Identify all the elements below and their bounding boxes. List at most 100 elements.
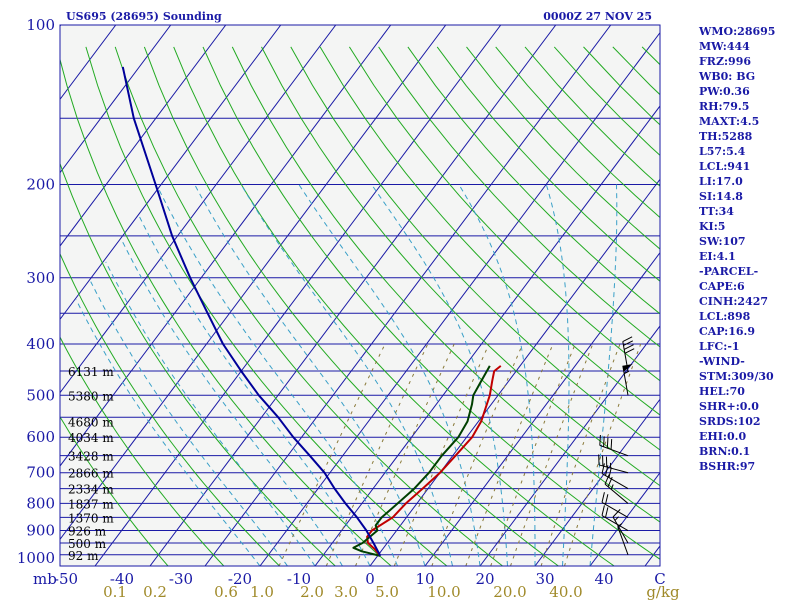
isotherm-40 bbox=[589, 471, 660, 566]
temperature-tick-label: 10 bbox=[415, 570, 434, 588]
wind-barb bbox=[601, 463, 629, 490]
index-value: LCL:941 bbox=[699, 160, 750, 173]
isotherm--70 bbox=[60, 25, 392, 467]
mixing-ratio-label: 0.2 bbox=[143, 583, 167, 600]
isotherm--50 bbox=[94, 25, 502, 566]
pressure-tick-label: 300 bbox=[26, 269, 55, 287]
wind-barbs bbox=[598, 336, 635, 555]
moist-adiabat bbox=[545, 184, 570, 566]
index-value: CINH:2427 bbox=[699, 295, 768, 308]
isotherm-20 bbox=[479, 325, 660, 566]
pressure-tick-label: 900 bbox=[26, 522, 55, 540]
moist-adiabat bbox=[121, 240, 343, 566]
dewpoint-line bbox=[352, 365, 491, 557]
index-value: WB0: BG bbox=[698, 70, 755, 83]
dry-adiabat bbox=[378, 46, 660, 348]
plot-frame bbox=[59, 24, 661, 567]
index-value: BSHR:97 bbox=[699, 460, 755, 473]
index-value: -PARCEL- bbox=[699, 265, 758, 278]
mixing-ratio-label: 2.0 bbox=[300, 583, 324, 600]
temperature-tick-label: 20 bbox=[475, 570, 494, 588]
index-value: RH:79.5 bbox=[699, 100, 749, 113]
mixing-ratio-label: 20.0 bbox=[493, 583, 526, 600]
moist-adiabat bbox=[90, 281, 288, 566]
height-label: 5380 m bbox=[68, 389, 114, 403]
pressure-tick-label: 600 bbox=[26, 428, 55, 446]
index-value: -WIND- bbox=[699, 355, 745, 368]
index-value: MW:444 bbox=[699, 40, 750, 53]
isotherm--140 bbox=[0, 25, 6, 566]
height-label: 2866 m bbox=[68, 467, 114, 481]
index-value: SHR+:0.0 bbox=[699, 400, 759, 413]
height-label: 1370 m bbox=[68, 511, 114, 525]
index-value: EHI:0.0 bbox=[699, 430, 746, 443]
height-label: 926 m bbox=[68, 525, 107, 539]
dry-adiabat bbox=[114, 46, 503, 566]
dry-adiabat bbox=[85, 46, 448, 566]
plot-background bbox=[60, 25, 660, 566]
height-label: 2334 m bbox=[68, 483, 114, 497]
dry-adiabat bbox=[319, 46, 660, 416]
isotherm--80 bbox=[60, 25, 337, 394]
height-label: 500 m bbox=[68, 537, 107, 551]
index-value: SW:107 bbox=[699, 235, 746, 248]
index-value: LFC:-1 bbox=[699, 340, 740, 353]
isotherm-30 bbox=[534, 398, 660, 566]
mixing-ratio-label: 5.0 bbox=[375, 583, 399, 600]
mixing-ratio-label: 10.0 bbox=[427, 583, 460, 600]
isotherm--110 bbox=[60, 25, 172, 174]
dry-adiabat bbox=[60, 162, 336, 566]
height-label: 92 m bbox=[68, 549, 99, 563]
height-label: 3428 m bbox=[68, 450, 114, 464]
temperature-tick-label: -20 bbox=[228, 570, 252, 588]
pressure-unit-label: mb bbox=[33, 570, 57, 588]
wind-barb bbox=[601, 492, 629, 518]
mixing-ratio-label: g/kg bbox=[646, 583, 680, 600]
temperature-tick-label: 30 bbox=[535, 570, 554, 588]
mixing-ratio-line bbox=[564, 343, 642, 566]
index-value: CAPE:6 bbox=[699, 280, 745, 293]
index-value: LI:17.0 bbox=[699, 175, 743, 188]
index-value: WMO:28695 bbox=[698, 25, 775, 38]
pressure-tick-label: 700 bbox=[26, 464, 55, 482]
chart-datetime: 0000Z 27 NOV 25 bbox=[543, 10, 652, 23]
index-value: SI:14.8 bbox=[699, 190, 743, 203]
wind-barb bbox=[599, 434, 629, 457]
index-value: TT:34 bbox=[699, 205, 734, 218]
dry-adiabat bbox=[436, 46, 660, 282]
mixing-ratio-line bbox=[510, 343, 594, 566]
pressure-tick-label: 500 bbox=[26, 386, 55, 404]
temperature-tick-label: -30 bbox=[169, 570, 193, 588]
height-label: 4680 m bbox=[68, 415, 114, 429]
parcel-line bbox=[121, 66, 382, 557]
index-value: L57:5.4 bbox=[699, 145, 746, 158]
dry-adiabat bbox=[348, 46, 660, 382]
index-value: CAP:16.9 bbox=[699, 325, 755, 338]
isotherm--60 bbox=[60, 25, 447, 541]
height-label: 6131 m bbox=[68, 365, 114, 379]
height-label: 1837 m bbox=[68, 497, 114, 511]
moist-adiabat bbox=[158, 189, 398, 566]
moist-adiabat bbox=[138, 216, 371, 566]
index-value: HEL:70 bbox=[699, 385, 745, 398]
dry-adiabat bbox=[143, 46, 559, 566]
temperature-tick-label: C bbox=[654, 570, 665, 588]
dry-adiabat bbox=[173, 46, 615, 566]
isotherm--130 bbox=[60, 25, 62, 27]
mixing-ratio-label: 1.0 bbox=[250, 583, 274, 600]
index-value: EI:4.1 bbox=[699, 250, 736, 263]
dry-adiabat bbox=[231, 46, 660, 523]
index-value: MAXT:4.5 bbox=[699, 115, 759, 128]
height-label: 4034 m bbox=[68, 431, 114, 445]
mixing-ratio-label: 0.1 bbox=[103, 583, 127, 600]
temperature-tick-label: 40 bbox=[594, 570, 613, 588]
sounding-curves bbox=[121, 66, 502, 557]
index-value: LCL:898 bbox=[699, 310, 751, 323]
temperature-tick-label: 0 bbox=[365, 570, 375, 588]
mixing-ratio-line bbox=[465, 343, 554, 566]
moist-adiabat bbox=[589, 184, 618, 566]
wind-barb bbox=[622, 364, 633, 396]
moist-adiabat bbox=[105, 261, 316, 566]
wind-barb bbox=[604, 474, 629, 504]
dry-adiabat bbox=[407, 46, 660, 315]
